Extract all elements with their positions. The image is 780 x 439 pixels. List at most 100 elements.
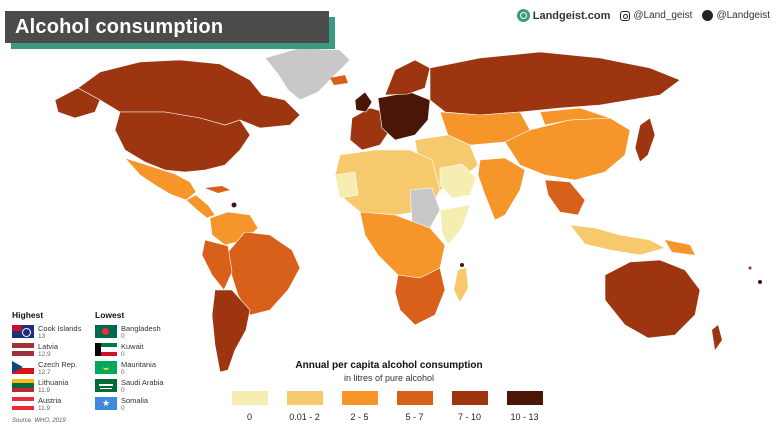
flag-icon: ★: [95, 397, 117, 410]
flag-icon: [95, 343, 117, 356]
list-item: Kuwait 0: [95, 343, 164, 361]
flag-icon: [12, 343, 34, 356]
legend-item: 10 - 13: [503, 391, 546, 422]
legend-label: 0.01 - 2: [289, 412, 320, 422]
region-southeast-asia: [544, 179, 586, 216]
list-item: Latvia 12.9: [12, 343, 81, 361]
country-name: Austria: [38, 396, 62, 405]
legend-swatch: [341, 391, 378, 405]
legend-label: 10 - 13: [510, 412, 539, 422]
country-name: Latvia: [38, 342, 59, 351]
highest-title: Highest: [12, 310, 44, 320]
region-mongolia: [539, 107, 611, 126]
country-value: 12.9: [38, 351, 51, 358]
legend-swatch: [451, 391, 488, 405]
country-value: 0: [121, 405, 125, 412]
country-value: 0: [121, 387, 125, 394]
site-link[interactable]: Landgeist.com: [532, 9, 611, 22]
region-japan: [634, 117, 656, 163]
legend-swatch: [231, 391, 268, 405]
region-indonesia: [569, 224, 666, 256]
list-item: Mauritania 0: [95, 361, 164, 379]
legend-label: 5 - 7: [405, 412, 424, 422]
country-value: 12.7: [38, 369, 51, 376]
region-india: [477, 157, 526, 221]
title-banner: Alcohol consumption: [5, 11, 335, 49]
flag-icon: [95, 325, 117, 338]
legend: 0 0.01 - 2 2 - 5 5 - 7 7 - 10 10 - 13: [228, 391, 546, 422]
country-name: Somalia: [121, 396, 149, 405]
credit-instagram[interactable]: @Land_geist: [620, 10, 692, 21]
instagram-handle[interactable]: @Land_geist: [633, 10, 693, 21]
list-item: ★ Somalia 0: [95, 397, 164, 415]
country-name: Lithuania: [38, 378, 69, 387]
flag-icon: [95, 361, 117, 374]
region-central-europe: [377, 91, 431, 141]
globe-icon: [516, 9, 530, 22]
region-alaska: [54, 87, 101, 119]
region-new-zealand: [712, 325, 722, 350]
region-central-america: [185, 194, 216, 219]
list-item: Austria 11.9: [12, 397, 81, 415]
flag-icon: [12, 325, 34, 338]
twitter-icon: [702, 10, 714, 21]
region-papua: [665, 240, 695, 255]
country-value: 0: [121, 369, 125, 376]
legend-title: Annual per capita alcohol consumption: [295, 360, 483, 371]
country-value: 11.9: [38, 405, 51, 412]
country-value: 11.9: [38, 387, 51, 394]
page-title: Alcohol consumption: [15, 15, 224, 38]
country-name: Bangladesh: [121, 324, 161, 333]
region-russia: [429, 51, 681, 116]
flag-icon: [95, 379, 117, 392]
region-saudi-arabia: [439, 163, 477, 199]
list-item: Cook Islands 13: [12, 325, 81, 343]
credit-twitter[interactable]: @Landgeist: [702, 10, 770, 21]
title-box: Alcohol consumption: [5, 11, 329, 43]
source-note: Source: WHO, 2019: [12, 418, 66, 424]
region-madagascar: [454, 268, 468, 302]
region-sudan: [409, 187, 441, 229]
legend-item: 2 - 5: [338, 391, 381, 422]
region-iceland: [330, 75, 348, 85]
credits: Landgeist.com @Land_geist @Landgeist: [516, 9, 770, 22]
list-item: Czech Rep. 12.7: [12, 361, 81, 379]
country-name: Mauritania: [121, 360, 157, 369]
country-name: Saudi Arabia: [121, 378, 164, 387]
country-name: Czech Rep.: [38, 360, 78, 369]
twitter-handle[interactable]: @Landgeist: [716, 10, 770, 21]
region-andes: [201, 239, 233, 291]
country-name: Kuwait: [121, 342, 144, 351]
legend-swatch: [506, 391, 543, 405]
region-southern-cone: [211, 289, 251, 373]
legend-label: 2 - 5: [350, 412, 369, 422]
region-australia: [604, 259, 701, 339]
lowest-title: Lowest: [95, 310, 125, 320]
legend-item: 0.01 - 2: [283, 391, 326, 422]
legend-item: 0: [228, 391, 271, 422]
flag-icon: [12, 361, 34, 374]
legend-swatch: [286, 391, 323, 405]
region-mexico: [124, 157, 197, 201]
country-name: Cook Islands: [38, 324, 82, 333]
legend-item: 5 - 7: [393, 391, 436, 422]
region-mauritania: [334, 171, 359, 199]
lowest-list: Lowest Bangladesh 0 Kuwait 0 Mauritania 0 S…: [95, 310, 164, 415]
region-british-isles: [354, 91, 373, 113]
legend-item: 7 - 10: [448, 391, 491, 422]
legend-subtitle: in litres of pure alcohol: [343, 373, 435, 383]
region-usa: [114, 111, 251, 173]
region-southern-africa: [394, 267, 446, 326]
credit-site[interactable]: Landgeist.com: [516, 9, 611, 22]
legend-label: 7 - 10: [457, 412, 481, 422]
legend-swatch: [396, 391, 433, 405]
country-value: 0: [121, 351, 125, 358]
country-value: 13: [38, 333, 46, 340]
flag-icon: [12, 397, 34, 410]
region-scandinavia: [384, 59, 431, 96]
region-greenland: [264, 47, 351, 101]
legend-label: 0: [246, 412, 252, 422]
list-item: Lithuania 11.9: [12, 379, 81, 397]
highest-list: Highest Cook Islands 13 Latvia 12.9 Czech …: [12, 310, 81, 415]
